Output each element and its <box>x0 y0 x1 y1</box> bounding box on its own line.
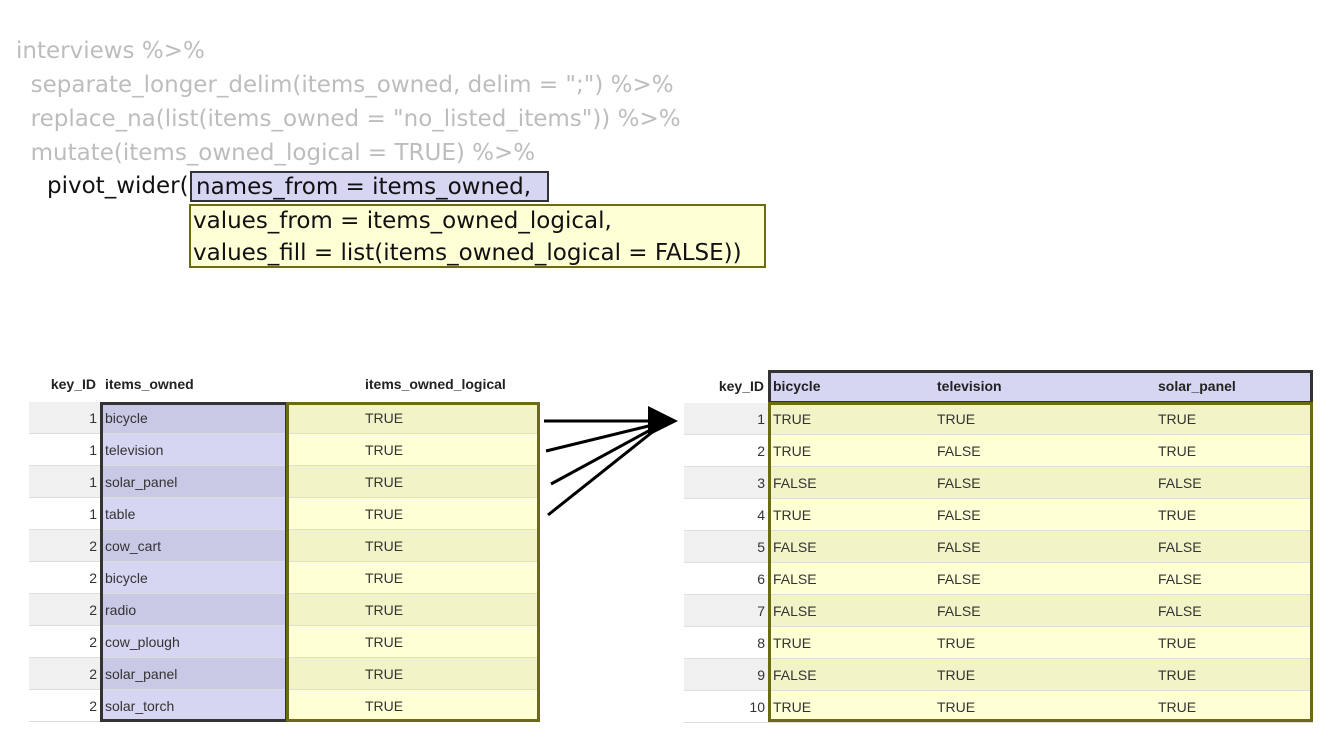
bicycle-cell: TRUE <box>768 435 932 467</box>
key-id-cell: 1 <box>684 403 768 435</box>
television-cell: TRUE <box>932 627 1153 659</box>
code-line-1: interviews %>% <box>16 38 205 64</box>
items-owned-cell: cow_cart <box>100 530 287 562</box>
items-owned-logical-cell: TRUE <box>287 626 539 658</box>
wide-header-bg <box>768 370 1313 403</box>
header-key-id: key_ID <box>50 376 96 392</box>
key-id-cell: 2 <box>29 530 100 562</box>
items-owned-cell: bicycle <box>100 562 287 594</box>
key-id-cell: 4 <box>684 499 768 531</box>
key-id-cell: 1 <box>29 402 100 434</box>
items-owned-logical-cell: TRUE <box>287 530 539 562</box>
key-id-cell: 2 <box>29 690 100 722</box>
bicycle-cell: TRUE <box>768 499 932 531</box>
code-line-3: replace_na(list(items_owned = "no_listed… <box>16 106 681 132</box>
key-id-cell: 1 <box>29 466 100 498</box>
items-owned-cell: cow_plough <box>100 626 287 658</box>
arrow-television <box>545 420 666 453</box>
code-line-4: mutate(items_owned_logical = TRUE) %>% <box>16 140 536 166</box>
items-owned-cell: radio <box>100 594 287 626</box>
television-cell: FALSE <box>932 563 1153 595</box>
wide-header-solar-panel: solar_panel <box>1158 378 1236 394</box>
items-owned-cell: solar_torch <box>100 690 287 722</box>
bicycle-cell: FALSE <box>768 563 932 595</box>
items-owned-logical-cell: TRUE <box>287 690 539 722</box>
television-cell: TRUE <box>932 659 1153 691</box>
names-from-arg: names_from = items_owned, <box>190 171 549 202</box>
key-id-cell: 1 <box>29 434 100 466</box>
key-id-cell: 3 <box>684 467 768 499</box>
code-line-2: separate_longer_delim(items_owned, delim… <box>16 72 674 98</box>
arrow-table <box>547 420 666 517</box>
solar-panel-cell: TRUE <box>1153 627 1313 659</box>
wide-header-bicycle: bicycle <box>773 378 821 394</box>
key-id-cell: 9 <box>684 659 768 691</box>
solar-panel-cell: FALSE <box>1153 595 1313 627</box>
solar-panel-cell: FALSE <box>1153 467 1313 499</box>
key-id-cell: 5 <box>684 531 768 563</box>
television-cell: FALSE <box>932 467 1153 499</box>
bicycle-cell: FALSE <box>768 659 932 691</box>
header-items-owned: items_owned <box>105 376 194 392</box>
television-cell: TRUE <box>932 403 1153 435</box>
items-owned-logical-cell: TRUE <box>287 658 539 690</box>
television-cell: FALSE <box>932 531 1153 563</box>
television-cell: FALSE <box>932 595 1153 627</box>
items-owned-cell: solar_panel <box>100 466 287 498</box>
solar-panel-cell: TRUE <box>1153 435 1313 467</box>
bicycle-cell: FALSE <box>768 595 932 627</box>
solar-panel-cell: TRUE <box>1153 691 1313 723</box>
wide-header-key-id: key_ID <box>718 378 764 394</box>
television-cell: FALSE <box>932 435 1153 467</box>
items-owned-logical-cell: TRUE <box>287 434 539 466</box>
items-owned-logical-cell: TRUE <box>287 498 539 530</box>
solar-panel-cell: FALSE <box>1153 563 1313 595</box>
values-args-box: values_from = items_owned_logical, value… <box>189 204 766 268</box>
key-id-cell: 2 <box>29 626 100 658</box>
bicycle-cell: FALSE <box>768 467 932 499</box>
solar-panel-cell: TRUE <box>1153 403 1313 435</box>
values-from-arg: values_from = items_owned_logical, <box>193 208 612 234</box>
key-id-cell: 10 <box>684 691 768 723</box>
key-id-cell: 2 <box>29 562 100 594</box>
bicycle-cell: FALSE <box>768 531 932 563</box>
bicycle-cell: TRUE <box>768 403 932 435</box>
key-id-cell: 6 <box>684 563 768 595</box>
key-id-cell: 7 <box>684 595 768 627</box>
items-owned-logical-cell: TRUE <box>287 594 539 626</box>
key-id-cell: 2 <box>29 594 100 626</box>
key-id-cell: 2 <box>29 658 100 690</box>
values-fill-arg: values_fill = list(items_owned_logical =… <box>193 240 742 266</box>
items-owned-logical-cell: TRUE <box>287 562 539 594</box>
solar-panel-cell: TRUE <box>1153 499 1313 531</box>
key-id-cell: 1 <box>29 498 100 530</box>
items-owned-cell: television <box>100 434 287 466</box>
key-id-cell: 8 <box>684 627 768 659</box>
items-owned-logical-cell: TRUE <box>287 402 539 434</box>
television-cell: TRUE <box>932 691 1153 723</box>
key-id-cell: 2 <box>684 435 768 467</box>
solar-panel-cell: TRUE <box>1153 659 1313 691</box>
bicycle-cell: TRUE <box>768 627 932 659</box>
items-owned-cell: table <box>100 498 287 530</box>
arrow-solar-panel <box>550 420 666 486</box>
solar-panel-cell: FALSE <box>1153 531 1313 563</box>
wide-header-television: television <box>937 378 1002 394</box>
bicycle-cell: TRUE <box>768 691 932 723</box>
television-cell: FALSE <box>932 499 1153 531</box>
header-items-owned-logical: items_owned_logical <box>365 376 506 392</box>
pivot-wider-call: pivot_wider( <box>47 173 189 199</box>
items-owned-cell: solar_panel <box>100 658 287 690</box>
items-owned-logical-cell: TRUE <box>287 466 539 498</box>
items-owned-cell: bicycle <box>100 402 287 434</box>
